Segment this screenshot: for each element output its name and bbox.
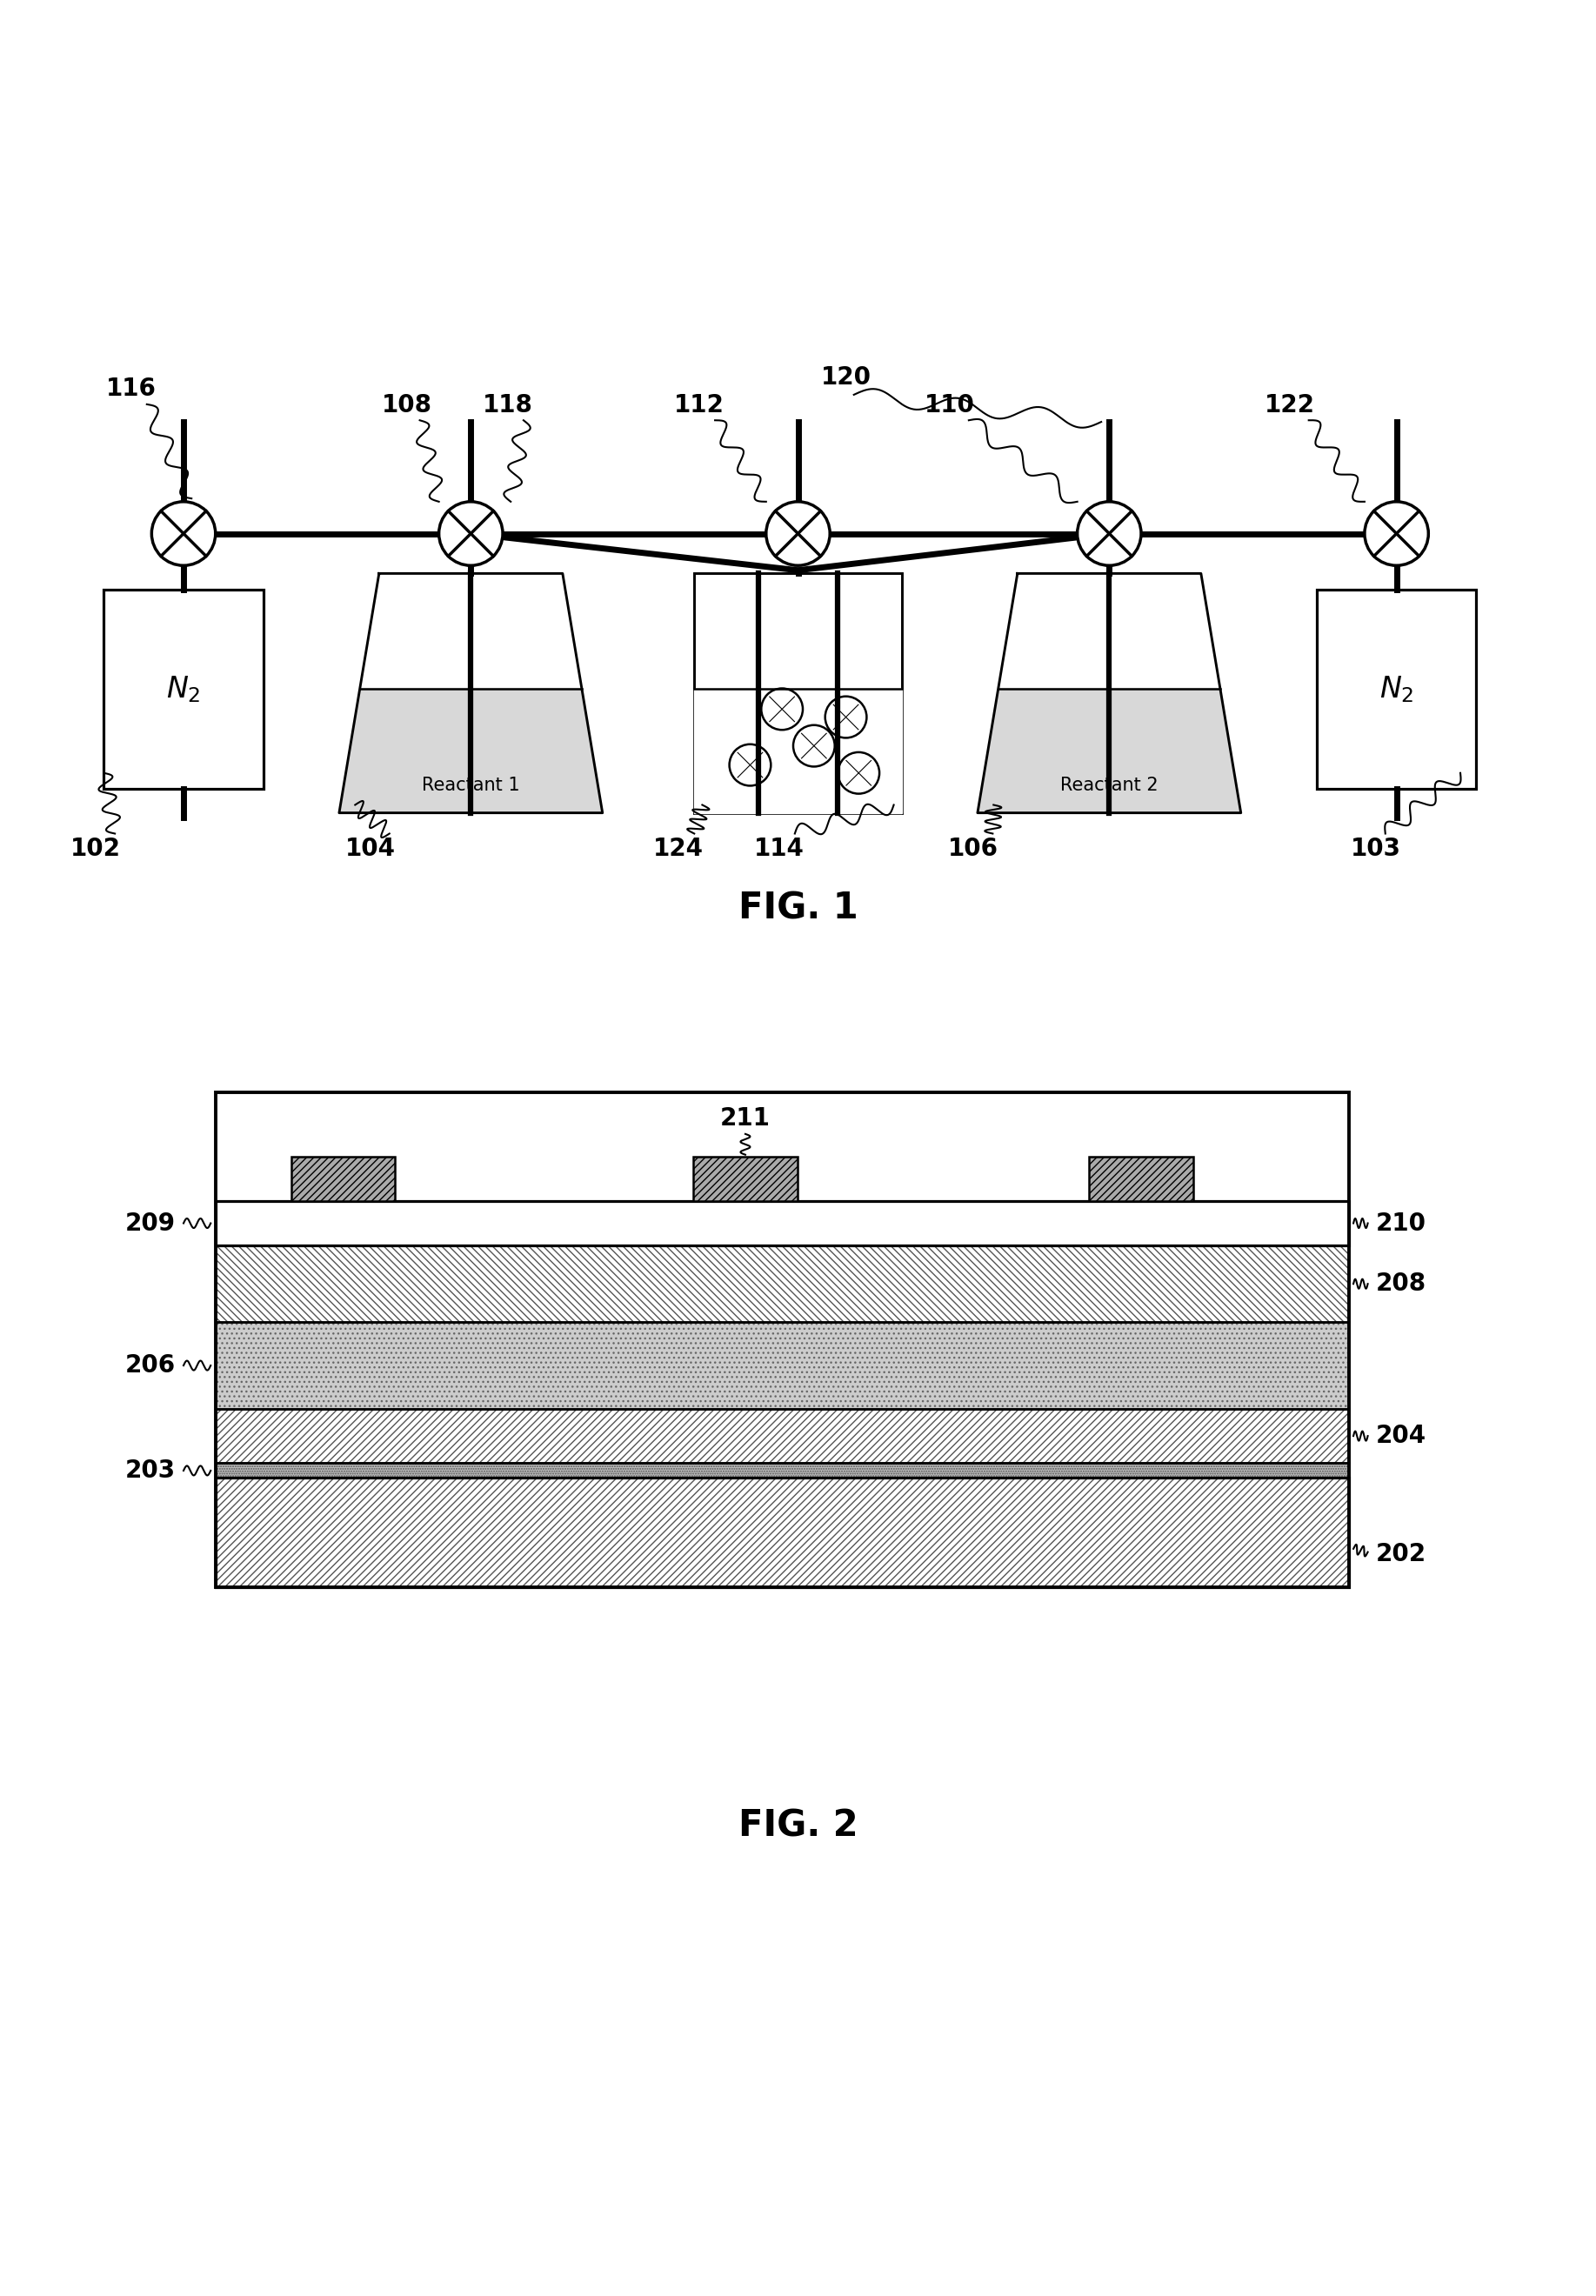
Bar bbox=[215, 1093, 1349, 1587]
Bar bbox=[104, 590, 263, 790]
Text: 104: 104 bbox=[345, 836, 396, 861]
Text: 209: 209 bbox=[124, 1210, 176, 1235]
Bar bbox=[215, 1410, 1349, 1463]
Bar bbox=[215, 1479, 1349, 1587]
Polygon shape bbox=[338, 689, 603, 813]
Bar bbox=[1317, 590, 1476, 790]
Text: 122: 122 bbox=[1264, 393, 1315, 418]
Text: 202: 202 bbox=[1376, 1543, 1427, 1566]
Text: 204: 204 bbox=[1376, 1424, 1427, 1449]
Circle shape bbox=[152, 501, 215, 565]
Text: 112: 112 bbox=[674, 393, 725, 418]
Text: 102: 102 bbox=[70, 836, 121, 861]
Bar bbox=[215, 1463, 1349, 1479]
Polygon shape bbox=[694, 689, 902, 813]
Bar bbox=[215, 1322, 1349, 1410]
Bar bbox=[694, 574, 902, 813]
Polygon shape bbox=[977, 689, 1242, 813]
Bar bbox=[215, 1463, 1349, 1479]
Bar bbox=[215, 1410, 1349, 1463]
Bar bbox=[215, 1201, 1349, 1244]
Bar bbox=[215, 1479, 1349, 1587]
Circle shape bbox=[1077, 501, 1141, 565]
Polygon shape bbox=[338, 574, 603, 813]
Bar bbox=[215, 1244, 1349, 1322]
Text: FIG. 1: FIG. 1 bbox=[737, 891, 859, 928]
Text: 103: 103 bbox=[1350, 836, 1401, 861]
Text: 118: 118 bbox=[482, 393, 533, 418]
Text: Reactant 2: Reactant 2 bbox=[1060, 776, 1159, 794]
Circle shape bbox=[439, 501, 503, 565]
Text: 110: 110 bbox=[924, 393, 975, 418]
Bar bbox=[290, 1157, 396, 1201]
Bar bbox=[693, 1157, 798, 1201]
Text: 203: 203 bbox=[124, 1458, 176, 1483]
Circle shape bbox=[766, 501, 830, 565]
Text: $N_2$: $N_2$ bbox=[1379, 675, 1414, 705]
Text: 124: 124 bbox=[653, 836, 704, 861]
Text: 106: 106 bbox=[948, 836, 999, 861]
Text: 114: 114 bbox=[753, 836, 804, 861]
Text: 208: 208 bbox=[1376, 1272, 1427, 1295]
Text: 210: 210 bbox=[1376, 1210, 1427, 1235]
Text: 116: 116 bbox=[105, 377, 156, 402]
Text: 206: 206 bbox=[124, 1352, 176, 1378]
Text: 211: 211 bbox=[720, 1107, 771, 1130]
Bar bbox=[1088, 1157, 1192, 1201]
Bar bbox=[215, 1244, 1349, 1322]
Text: 120: 120 bbox=[820, 365, 871, 390]
Circle shape bbox=[1365, 501, 1428, 565]
Text: FIG. 2: FIG. 2 bbox=[737, 1807, 859, 1844]
Text: $N_2$: $N_2$ bbox=[166, 675, 201, 705]
Text: Reactant 1: Reactant 1 bbox=[421, 776, 520, 794]
Bar bbox=[215, 1322, 1349, 1410]
Polygon shape bbox=[977, 574, 1242, 813]
Text: 108: 108 bbox=[381, 393, 433, 418]
